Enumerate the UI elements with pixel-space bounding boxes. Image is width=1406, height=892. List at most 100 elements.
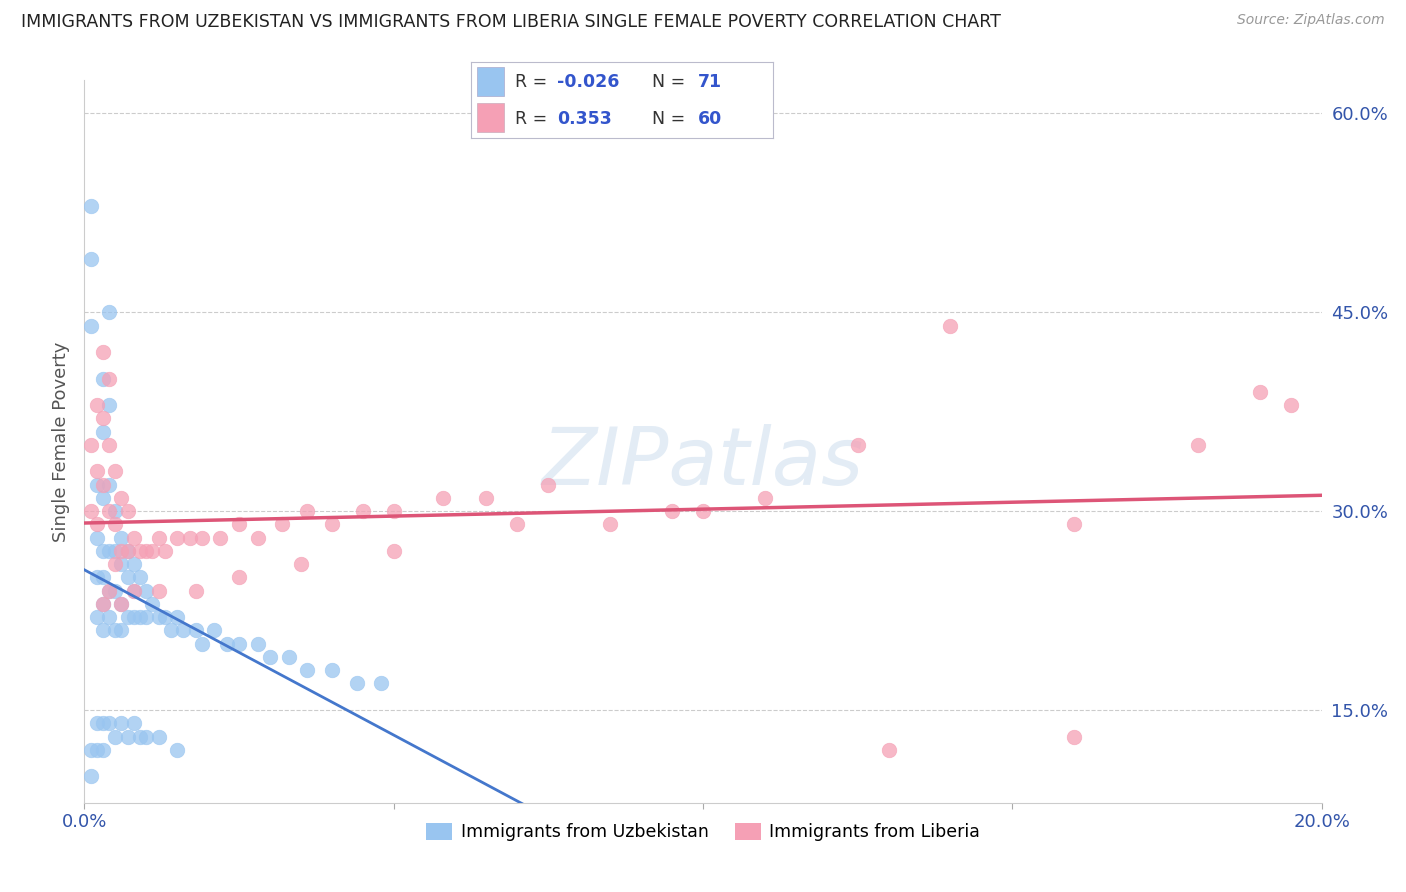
Point bbox=[86, 743, 108, 757]
Y-axis label: Single Female Poverty: Single Female Poverty bbox=[52, 342, 70, 541]
Point bbox=[98, 398, 121, 412]
Point bbox=[153, 544, 176, 558]
Point bbox=[110, 624, 132, 638]
Point bbox=[79, 504, 101, 518]
Point bbox=[79, 769, 101, 783]
Point bbox=[228, 570, 250, 584]
Point bbox=[117, 570, 139, 584]
Point bbox=[129, 610, 152, 624]
Point bbox=[91, 411, 114, 425]
Text: IMMIGRANTS FROM UZBEKISTAN VS IMMIGRANTS FROM LIBERIA SINGLE FEMALE POVERTY CORR: IMMIGRANTS FROM UZBEKISTAN VS IMMIGRANTS… bbox=[21, 13, 1001, 31]
Point bbox=[191, 531, 214, 545]
Point bbox=[91, 425, 114, 439]
Point bbox=[1187, 438, 1209, 452]
Point bbox=[166, 743, 188, 757]
Point bbox=[98, 544, 121, 558]
Point bbox=[104, 517, 127, 532]
Point bbox=[148, 730, 170, 744]
Point bbox=[117, 544, 139, 558]
Text: Source: ZipAtlas.com: Source: ZipAtlas.com bbox=[1237, 13, 1385, 28]
Point bbox=[98, 371, 121, 385]
Point bbox=[91, 716, 114, 731]
Point bbox=[86, 398, 108, 412]
Point bbox=[209, 531, 232, 545]
Point bbox=[98, 583, 121, 598]
Point bbox=[122, 583, 145, 598]
Point bbox=[110, 531, 132, 545]
Point bbox=[86, 517, 108, 532]
Point bbox=[259, 650, 281, 665]
Point bbox=[110, 597, 132, 611]
Point bbox=[166, 610, 188, 624]
Point bbox=[148, 583, 170, 598]
Point bbox=[202, 624, 225, 638]
Point bbox=[153, 610, 176, 624]
Point bbox=[104, 557, 127, 571]
Point bbox=[246, 531, 269, 545]
Text: R =: R = bbox=[515, 73, 553, 91]
Point bbox=[135, 730, 157, 744]
Point bbox=[91, 743, 114, 757]
Point bbox=[135, 544, 157, 558]
Point bbox=[98, 477, 121, 491]
Point bbox=[117, 610, 139, 624]
Point bbox=[91, 597, 114, 611]
Point bbox=[122, 557, 145, 571]
Point bbox=[215, 637, 238, 651]
Point bbox=[382, 504, 405, 518]
Point bbox=[117, 504, 139, 518]
Legend: Immigrants from Uzbekistan, Immigrants from Liberia: Immigrants from Uzbekistan, Immigrants f… bbox=[419, 815, 987, 848]
Point bbox=[122, 716, 145, 731]
Point bbox=[191, 637, 214, 651]
Point bbox=[939, 318, 962, 333]
Point bbox=[295, 663, 318, 677]
Point bbox=[117, 730, 139, 744]
Text: 71: 71 bbox=[697, 73, 721, 91]
Point bbox=[86, 531, 108, 545]
Point bbox=[91, 624, 114, 638]
Point bbox=[148, 531, 170, 545]
Point bbox=[98, 438, 121, 452]
Point bbox=[110, 597, 132, 611]
Point bbox=[110, 716, 132, 731]
Point bbox=[104, 544, 127, 558]
Point bbox=[86, 477, 108, 491]
Point bbox=[537, 477, 560, 491]
Point bbox=[117, 544, 139, 558]
Point bbox=[166, 531, 188, 545]
Point bbox=[1063, 730, 1085, 744]
Text: ZIPatlas: ZIPatlas bbox=[541, 425, 865, 502]
Point bbox=[1249, 384, 1271, 399]
Point bbox=[321, 663, 343, 677]
Point bbox=[432, 491, 454, 505]
Point bbox=[104, 464, 127, 478]
Point bbox=[79, 438, 101, 452]
Point bbox=[352, 504, 374, 518]
Point bbox=[91, 491, 114, 505]
Point bbox=[135, 583, 157, 598]
Point bbox=[91, 597, 114, 611]
Point bbox=[104, 583, 127, 598]
Point bbox=[846, 438, 869, 452]
Point bbox=[754, 491, 776, 505]
Point bbox=[370, 676, 392, 690]
Point bbox=[122, 583, 145, 598]
Point bbox=[86, 464, 108, 478]
Text: -0.026: -0.026 bbox=[557, 73, 620, 91]
FancyBboxPatch shape bbox=[477, 67, 505, 95]
Point bbox=[122, 610, 145, 624]
Point bbox=[321, 517, 343, 532]
Point bbox=[91, 544, 114, 558]
Point bbox=[877, 743, 900, 757]
Point bbox=[91, 371, 114, 385]
Point bbox=[382, 544, 405, 558]
Point bbox=[91, 345, 114, 359]
Point bbox=[122, 531, 145, 545]
Point bbox=[79, 199, 101, 213]
Point bbox=[160, 624, 183, 638]
Point bbox=[475, 491, 498, 505]
Point bbox=[98, 610, 121, 624]
Point bbox=[129, 544, 152, 558]
Point bbox=[290, 557, 312, 571]
Text: N =: N = bbox=[652, 73, 692, 91]
